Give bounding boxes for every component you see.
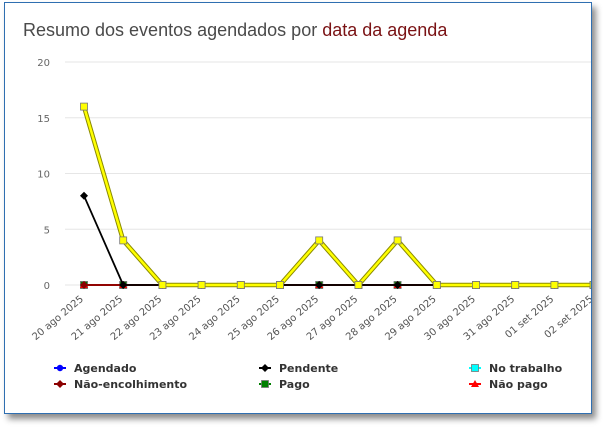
series-unnamed	[80, 102, 591, 289]
data-point[interactable]	[158, 281, 167, 289]
data-point[interactable]	[589, 281, 591, 289]
legend-marker[interactable]	[471, 380, 479, 387]
chart-title-highlight: data da agenda	[322, 20, 448, 40]
series-line	[82, 106, 591, 287]
legend-label: Agendado	[74, 362, 137, 375]
legend-item[interactable]: No trabalho	[469, 362, 563, 375]
data-point[interactable]	[511, 281, 520, 289]
legend-marker[interactable]	[56, 364, 64, 372]
legend-item[interactable]: Não-encolhimento	[54, 378, 188, 391]
y-tick-label: 20	[37, 58, 50, 69]
legend-label: Pendente	[279, 362, 338, 375]
chart-title: Resumo dos eventos agendados por data da…	[23, 20, 447, 41]
chart-panel: Resumo dos eventos agendados por data da…	[4, 2, 592, 414]
legend-item[interactable]: Pendente	[259, 362, 338, 375]
series-group	[80, 102, 591, 289]
data-point[interactable]	[393, 236, 402, 245]
legend-label: Não pago	[489, 378, 548, 391]
legend-marker[interactable]	[56, 380, 64, 388]
data-point[interactable]	[80, 102, 88, 111]
y-tick-label: 0	[44, 281, 50, 292]
legend: Agendado Pendente No trabalho Não-encolhime…	[54, 362, 563, 391]
data-point[interactable]	[119, 281, 128, 289]
legend-marker[interactable]	[471, 364, 479, 372]
data-point[interactable]	[236, 281, 245, 289]
data-point[interactable]	[550, 281, 559, 289]
data-point[interactable]	[197, 281, 206, 289]
y-tick-label: 15	[37, 114, 50, 125]
y-axis-ticks: 0 5 10 15 20	[37, 58, 50, 292]
data-point[interactable]	[393, 281, 402, 289]
legend-item[interactable]: Pago	[259, 378, 310, 391]
data-point[interactable]	[315, 281, 324, 289]
data-point[interactable]	[432, 281, 441, 289]
legend-item[interactable]: Agendado	[54, 362, 137, 375]
data-point[interactable]	[119, 236, 128, 245]
series-pendente	[80, 191, 591, 289]
legend-label: Pago	[279, 378, 310, 391]
y-tick-label: 5	[44, 225, 50, 236]
series-line-outline	[81, 105, 591, 288]
series-line	[83, 195, 591, 286]
legend-marker[interactable]	[261, 380, 269, 388]
data-point[interactable]	[80, 281, 88, 289]
data-point[interactable]	[472, 281, 480, 289]
data-point[interactable]	[315, 236, 324, 245]
legend-item[interactable]: Não pago	[469, 378, 548, 391]
chart-title-prefix: Resumo dos eventos agendados por	[23, 20, 323, 40]
data-point[interactable]	[276, 281, 284, 289]
legend-label: No trabalho	[489, 362, 563, 375]
legend-marker[interactable]	[261, 364, 269, 372]
legend-label: Não-encolhimento	[74, 378, 188, 391]
data-point[interactable]	[354, 281, 363, 289]
data-point[interactable]	[80, 191, 88, 200]
y-tick-label: 10	[37, 170, 50, 181]
